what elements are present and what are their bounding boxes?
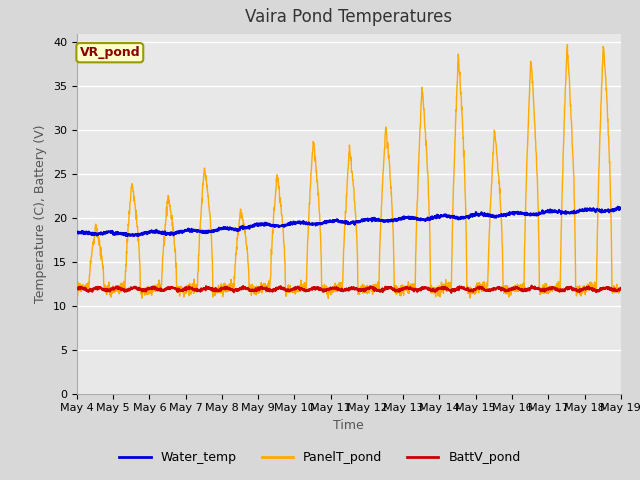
PanelT_pond [564, 42, 572, 48]
Water_temp [584, 206, 592, 212]
Legend: Water_temp, PanelT_pond, BattV_pond: Water_temp, PanelT_pond, BattV_pond [115, 446, 525, 469]
PanelT_pond [617, 288, 625, 293]
BattV_pond [225, 286, 232, 291]
BattV_pond [584, 285, 592, 291]
Water_temp [134, 233, 141, 239]
Line: PanelT_pond: PanelT_pond [77, 45, 621, 299]
BattV_pond [507, 286, 515, 292]
Line: BattV_pond: BattV_pond [77, 286, 621, 293]
PanelT_pond [225, 283, 232, 289]
Water_temp [507, 211, 515, 216]
PanelT_pond [73, 288, 81, 294]
Y-axis label: Temperature (C), Battery (V): Temperature (C), Battery (V) [35, 124, 47, 303]
PanelT_pond [376, 230, 384, 236]
Water_temp [569, 209, 577, 215]
Water_temp [617, 206, 625, 212]
PanelT_pond [324, 296, 332, 301]
BattV_pond [376, 288, 384, 293]
BattV_pond [365, 286, 372, 291]
BattV_pond [617, 285, 625, 291]
Line: Water_temp: Water_temp [77, 207, 621, 236]
Water_temp [614, 204, 621, 210]
BattV_pond [528, 283, 536, 288]
PanelT_pond [570, 160, 577, 166]
Water_temp [225, 227, 232, 233]
BattV_pond [570, 288, 577, 293]
PanelT_pond [584, 285, 592, 291]
BattV_pond [447, 290, 455, 296]
Water_temp [365, 217, 372, 223]
Water_temp [73, 228, 81, 234]
PanelT_pond [365, 285, 372, 290]
BattV_pond [73, 285, 81, 291]
Water_temp [376, 217, 384, 223]
PanelT_pond [507, 292, 515, 298]
Text: VR_pond: VR_pond [79, 46, 140, 59]
Title: Vaira Pond Temperatures: Vaira Pond Temperatures [245, 9, 452, 26]
X-axis label: Time: Time [333, 419, 364, 432]
